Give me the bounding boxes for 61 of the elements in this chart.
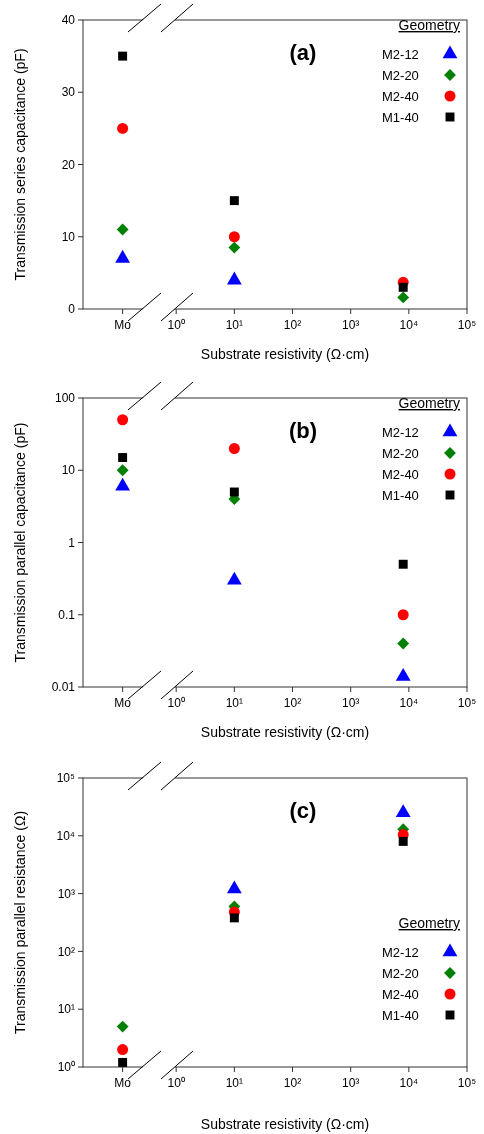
x-tick-label: Mo	[114, 1076, 132, 1090]
x-tick-label: 10⁰	[167, 318, 185, 332]
x-axis-title: Substrate resistivity (Ω·cm)	[200, 724, 370, 740]
y-tick-label: 40	[61, 13, 76, 28]
x-tick-label: 10⁰	[167, 696, 185, 710]
legend-label: M2-20	[382, 965, 419, 981]
legend-title: Geometry	[398, 17, 460, 33]
legend-label: M2-12	[382, 944, 419, 960]
legend-label: M1-40	[382, 487, 419, 503]
x-tick-label: 10⁵	[457, 1076, 477, 1090]
y-tick-label: 10⁵	[56, 771, 76, 786]
y-tick-label: 0	[68, 302, 76, 317]
x-tick-label: Mo	[114, 318, 132, 332]
legend-label: M2-12	[382, 424, 419, 440]
x-tick-label: 10²	[283, 318, 302, 332]
y-tick-label: 0.01	[51, 680, 76, 695]
y-tick-label: 100	[54, 391, 76, 406]
legend-label: M2-20	[382, 67, 419, 83]
x-tick-label: 10⁵	[457, 696, 477, 710]
legend-label: M1-40	[382, 1007, 419, 1023]
x-tick-label: 10³	[342, 696, 360, 710]
legend-label: M2-40	[382, 986, 419, 1002]
legend-label: M2-40	[382, 466, 419, 482]
x-tick-label: 10⁴	[399, 696, 419, 710]
y-tick-label: 30	[61, 85, 76, 100]
x-tick-label: 10¹	[225, 696, 244, 710]
y-axis-title: Transmission parallel capacitance (pF)	[12, 422, 28, 663]
y-axis-title: Transmission series capacitance (pF)	[12, 48, 28, 281]
x-tick-label: 10⁴	[399, 318, 419, 332]
x-tick-label: 10²	[283, 1076, 302, 1090]
x-axis-title: Substrate resistivity (Ω·cm)	[200, 346, 370, 362]
legend-label: M1-40	[382, 109, 419, 125]
x-tick-label: 10³	[342, 1076, 360, 1090]
x-axis-title: Substrate resistivity (Ω·cm)	[200, 1116, 370, 1132]
y-tick-label: 0.1	[58, 607, 76, 622]
y-tick-label: 10¹	[57, 1002, 75, 1017]
legend-label: M2-40	[382, 88, 419, 104]
legend-title: Geometry	[398, 915, 460, 931]
text: (a)	[289, 40, 317, 65]
y-tick-label: 20	[61, 157, 76, 172]
y-tick-label: 1	[68, 535, 76, 550]
legend-title: Geometry	[398, 395, 460, 411]
text: (b)	[288, 418, 318, 443]
y-tick-label: 10⁰	[57, 1060, 75, 1075]
x-tick-label: 10¹	[225, 1076, 244, 1090]
x-tick-label: 10³	[342, 318, 360, 332]
text: (c)	[289, 798, 317, 823]
y-tick-label: 10⁴	[56, 829, 75, 843]
y-tick-label: 10	[61, 463, 76, 478]
legend-label: M2-20	[382, 445, 419, 461]
y-tick-label: 10³	[57, 886, 75, 901]
legend-label: M2-12	[382, 46, 419, 62]
x-tick-label: 10⁴	[399, 1076, 419, 1090]
x-tick-label: 10⁰	[167, 1076, 185, 1090]
y-tick-label: 10²	[57, 944, 75, 959]
x-tick-label: Mo	[114, 696, 132, 710]
y-tick-label: 10	[61, 229, 76, 244]
x-tick-label: 10²	[283, 696, 302, 710]
x-tick-label: 10⁵	[457, 318, 477, 332]
x-tick-label: 10¹	[225, 318, 244, 332]
y-axis-title: Transmission parallel resistance (Ω)	[12, 810, 28, 1035]
